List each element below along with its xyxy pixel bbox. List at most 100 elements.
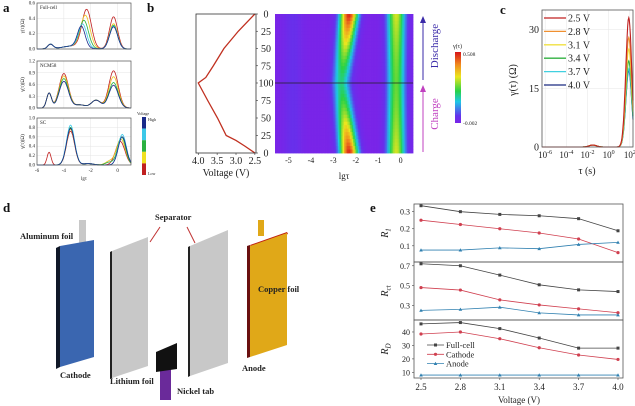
heatmap-cell — [328, 69, 331, 74]
heatmap-cell — [376, 86, 379, 91]
heatmap-cell — [305, 118, 308, 123]
heatmap-cell — [278, 38, 280, 43]
heatmap-cell — [339, 128, 342, 133]
heatmap-cell — [296, 31, 299, 36]
y-tick-label: 75 — [261, 96, 271, 107]
heatmap-cell — [353, 93, 356, 98]
heatmap-cell — [298, 114, 300, 119]
heatmap-cell — [281, 125, 284, 130]
heatmap-cell — [365, 107, 368, 112]
heatmap-cell — [319, 48, 322, 53]
heatmap-cell — [311, 48, 314, 53]
heatmap-cell — [388, 83, 391, 88]
colorbar-segment — [142, 128, 146, 141]
heatmap-cell — [313, 114, 316, 119]
heatmap-cell — [380, 14, 383, 18]
heatmap-cell — [356, 139, 359, 143]
heatmap-cell — [403, 69, 406, 74]
heatmap-cell — [276, 38, 279, 43]
heatmap-cell — [290, 59, 293, 64]
heatmap-cell — [319, 73, 322, 77]
heatmap-cell — [301, 139, 303, 143]
heatmap-cell — [367, 76, 369, 81]
heatmap-cell — [353, 24, 356, 29]
heatmap-cell — [287, 59, 290, 64]
heatmap-cell — [356, 104, 359, 109]
heatmap-cell — [308, 55, 311, 60]
heatmap-cell — [308, 142, 311, 147]
heatmap-cell — [319, 86, 322, 91]
heatmap-cell — [354, 139, 357, 143]
heatmap-cell — [376, 142, 379, 147]
heatmap-cell — [380, 114, 383, 119]
heatmap-cell — [321, 80, 323, 84]
heatmap-cell — [386, 139, 389, 143]
heatmap-cell — [279, 59, 282, 64]
heatmap-cell — [282, 149, 285, 154]
aluminum-foil-tab — [79, 220, 86, 244]
heatmap-cell — [348, 38, 351, 43]
heatmap-cell — [388, 73, 391, 77]
heatmap-cell — [285, 38, 288, 43]
heatmap-cell — [347, 55, 349, 60]
heatmap-cell — [307, 14, 310, 18]
heatmap-cell — [342, 73, 345, 77]
heatmap-cell — [284, 114, 287, 119]
heatmap-cell — [293, 66, 296, 71]
heatmap-cell — [325, 27, 328, 32]
heatmap-cell — [288, 104, 291, 109]
heatmap-cell — [386, 83, 389, 88]
heatmap-cell — [409, 146, 412, 150]
heatmap-cell — [279, 118, 282, 123]
heatmap-cell — [278, 132, 280, 137]
heatmap-cell — [331, 52, 334, 57]
heatmap-cell — [302, 69, 305, 74]
heatmap-cell — [388, 52, 391, 57]
heatmap-cell — [373, 139, 376, 143]
heatmap-cell — [325, 41, 328, 46]
heatmap-cell — [409, 97, 412, 102]
heatmap-cell — [302, 59, 305, 64]
heatmap-cell — [328, 139, 331, 143]
heatmap-cell — [330, 76, 333, 81]
heatmap-cell — [307, 104, 310, 109]
heatmap-cell — [339, 107, 342, 112]
heatmap-cell — [279, 111, 282, 116]
heatmap-cell — [377, 62, 380, 67]
heatmap-cell — [313, 146, 316, 150]
heatmap-cell — [385, 128, 388, 133]
heatmap-cell — [393, 132, 395, 137]
heatmap-cell — [307, 80, 310, 84]
heatmap-cell — [376, 48, 379, 53]
heatmap-cell — [301, 86, 303, 91]
heatmap-cell — [342, 125, 345, 130]
heatmap-cell — [353, 118, 356, 123]
heatmap-cell — [287, 52, 290, 57]
heatmap-cell — [325, 34, 328, 39]
heatmap-cell — [359, 107, 362, 112]
heatmap-cell — [317, 107, 320, 112]
heatmap-cell — [308, 14, 311, 18]
heatmap-cell — [386, 100, 389, 105]
heatmap-cell — [406, 48, 409, 53]
heatmap-cell — [344, 69, 346, 74]
heatmap-cell — [333, 139, 336, 143]
heatmap-cell — [405, 27, 408, 32]
heatmap-cell — [302, 128, 305, 133]
heatmap-cell — [321, 104, 323, 109]
heatmap-cell — [351, 107, 354, 112]
heatmap-cell — [363, 17, 366, 22]
heatmap-cell — [339, 118, 342, 123]
heatmap-cell — [316, 142, 319, 147]
heatmap-cell — [333, 59, 336, 64]
heatmap-cell — [382, 100, 385, 105]
heatmap-cell — [353, 111, 356, 116]
heatmap-cell — [311, 146, 314, 150]
heatmap-cell — [391, 17, 394, 22]
heatmap-cell — [400, 24, 403, 29]
heatmap-cell — [339, 139, 342, 143]
heatmap-cell — [305, 90, 308, 95]
heatmap-cell — [370, 41, 372, 46]
heatmap-cell — [402, 132, 405, 137]
heatmap-cell — [359, 83, 362, 88]
